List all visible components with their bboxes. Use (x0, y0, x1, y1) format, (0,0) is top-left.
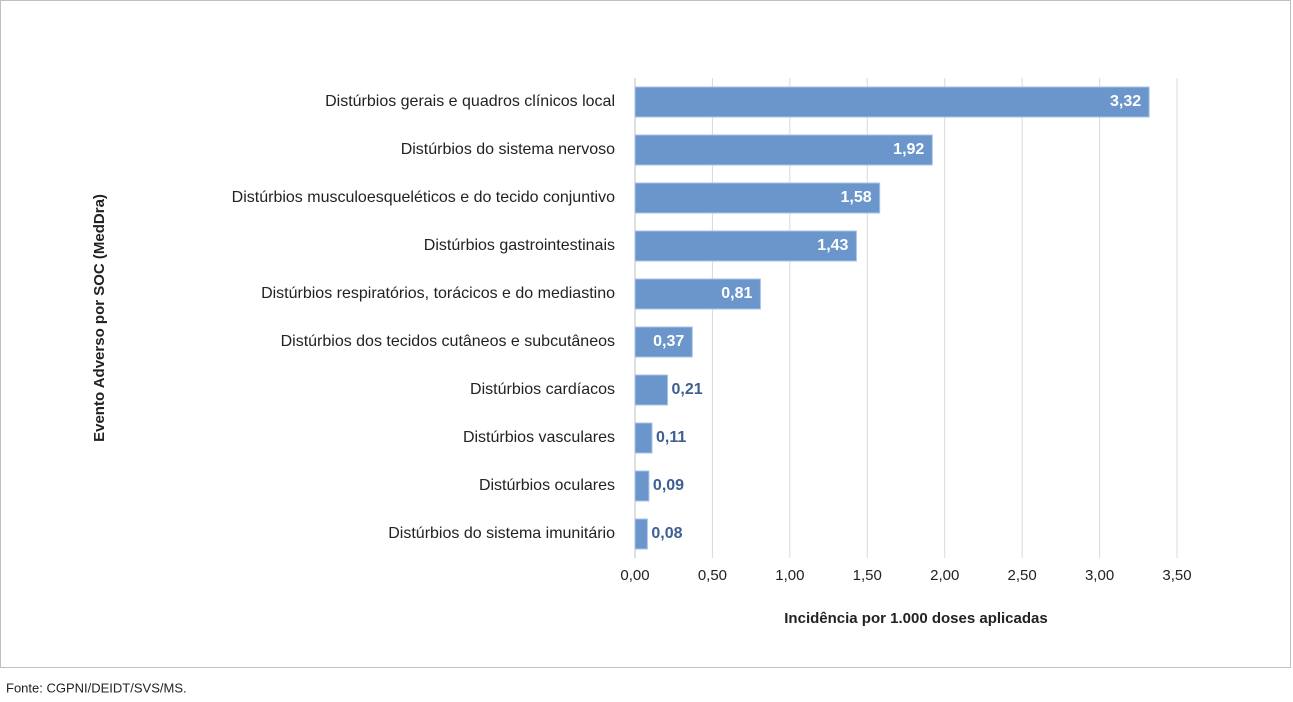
bar (634, 374, 669, 406)
bar (634, 326, 693, 358)
frame (0, 0, 1291, 668)
y-tick-label: Distúrbios do sistema imunitário (388, 525, 615, 542)
y-tick-label: Distúrbios do sistema nervoso (401, 141, 615, 158)
source-note: Fonte: CGPNI/DEIDT/SVS/MS. (6, 680, 187, 695)
value-label: 0,37 (653, 333, 684, 350)
y-tick-label: Distúrbios gerais e quadros clínicos loc… (325, 93, 615, 110)
x-tick-label: 2,00 (930, 567, 959, 584)
value-label: 1,92 (893, 141, 924, 158)
y-tick-label: Distúrbios cardíacos (470, 381, 615, 398)
y-tick-label: Distúrbios gastrointestinais (424, 237, 615, 254)
y-tick-label: Distúrbios respiratórios, torácicos e do… (261, 285, 615, 302)
y-tick-label: Distúrbios musculoesqueléticos e do teci… (232, 189, 615, 206)
y-tick-label: Distúrbios oculares (479, 477, 615, 494)
x-tick-label: 1,50 (853, 567, 882, 584)
bar (634, 230, 857, 262)
bar (634, 182, 881, 214)
x-tick-label: 2,50 (1008, 567, 1037, 584)
bar (634, 518, 648, 550)
bar (634, 278, 761, 310)
x-tick-label: 0,00 (620, 567, 649, 584)
value-label: 1,43 (817, 237, 848, 254)
value-label: 0,09 (653, 477, 684, 494)
x-axis-title: Incidência por 1.000 doses aplicadas (784, 610, 1047, 627)
value-label: 0,08 (651, 525, 682, 542)
value-label: 0,21 (672, 381, 703, 398)
bar (634, 470, 650, 502)
value-label: 0,11 (656, 429, 686, 446)
x-tick-label: 3,00 (1085, 567, 1114, 584)
y-tick-label: Distúrbios vasculares (463, 429, 615, 446)
x-tick-label: 0,50 (698, 567, 727, 584)
value-label: 3,32 (1110, 93, 1141, 110)
x-tick-label: 3,50 (1162, 567, 1191, 584)
value-label: 0,81 (721, 285, 752, 302)
value-label: 1,58 (841, 189, 872, 206)
y-tick-label: Distúrbios dos tecidos cutâneos e subcut… (281, 333, 615, 350)
x-tick-label: 1,00 (775, 567, 804, 584)
bar (634, 422, 653, 454)
y-axis-title: Evento Adverso por SOC (MedDra) (91, 194, 108, 442)
bar (634, 86, 1150, 118)
bar (634, 134, 933, 166)
